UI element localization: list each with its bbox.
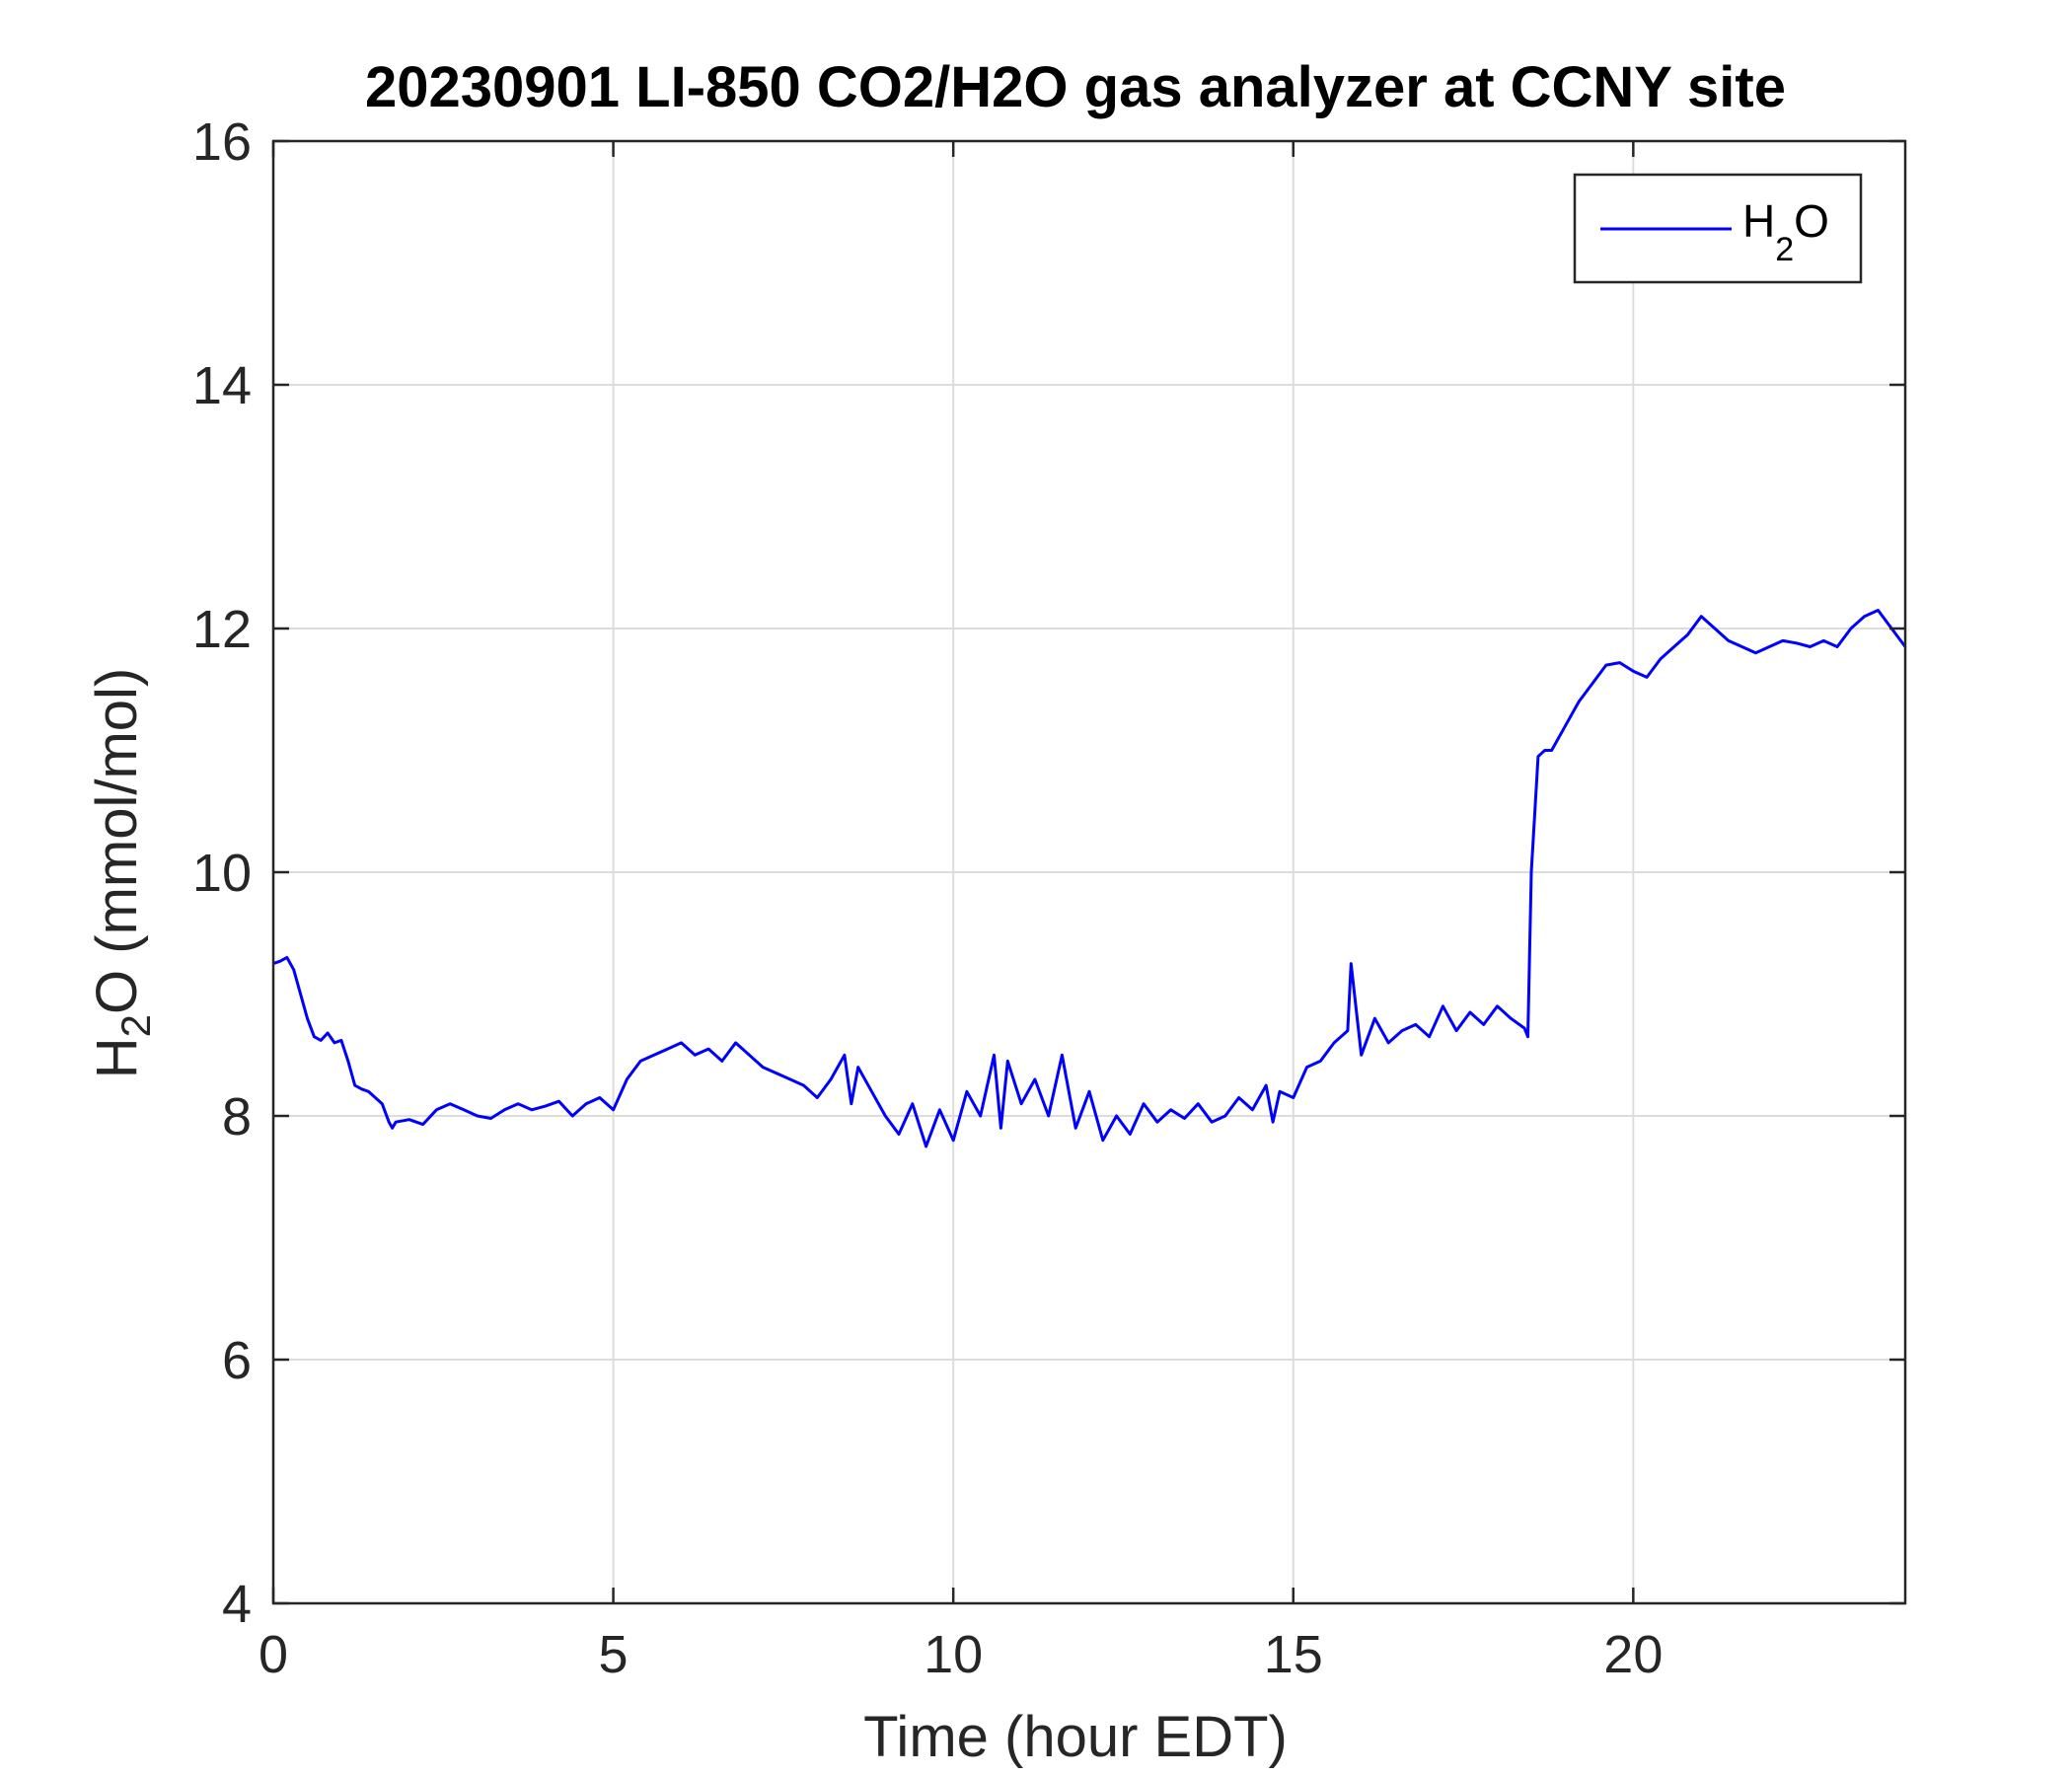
legend-label-subscript: 2: [1775, 231, 1794, 268]
y-tick-label: 4: [222, 1575, 252, 1634]
y-axis-label: H2O (mmol/mol): [85, 668, 159, 1078]
axis-ticks: 0 5 10 15 20 4 6 8 10 12 14 16: [192, 112, 1905, 1684]
y-tick-label: 14: [192, 356, 252, 415]
y-axis-label-subscript: 2: [112, 1014, 159, 1037]
x-tick-label: 0: [259, 1625, 288, 1684]
y-axis-label-rest: O (mmol/mol): [85, 668, 149, 1014]
y-tick-label: 6: [222, 1331, 252, 1390]
y-axis-label-main: H: [85, 1037, 149, 1078]
x-tick-label: 10: [924, 1625, 983, 1684]
legend-label-main: H: [1742, 195, 1775, 247]
legend-label-rest: O: [1794, 195, 1829, 247]
x-tick-label: 5: [599, 1625, 629, 1684]
y-tick-label: 10: [192, 844, 252, 903]
series-layer: [272, 609, 1907, 1148]
x-axis-label: Time (hour EDT): [863, 1705, 1288, 1769]
x-tick-label: 20: [1603, 1625, 1663, 1684]
legend: H2O: [1573, 173, 1863, 284]
chart-title: 20230901 LI-850 CO2/H2O gas analyzer at …: [365, 55, 1786, 119]
y-tick-label: 8: [222, 1087, 252, 1147]
legend-label: H2O: [1742, 195, 1829, 268]
y-tick-label: 16: [192, 112, 252, 172]
series-line-h2o: [272, 609, 1907, 1148]
x-tick-label: 15: [1264, 1625, 1323, 1684]
y-tick-label: 12: [192, 600, 252, 659]
